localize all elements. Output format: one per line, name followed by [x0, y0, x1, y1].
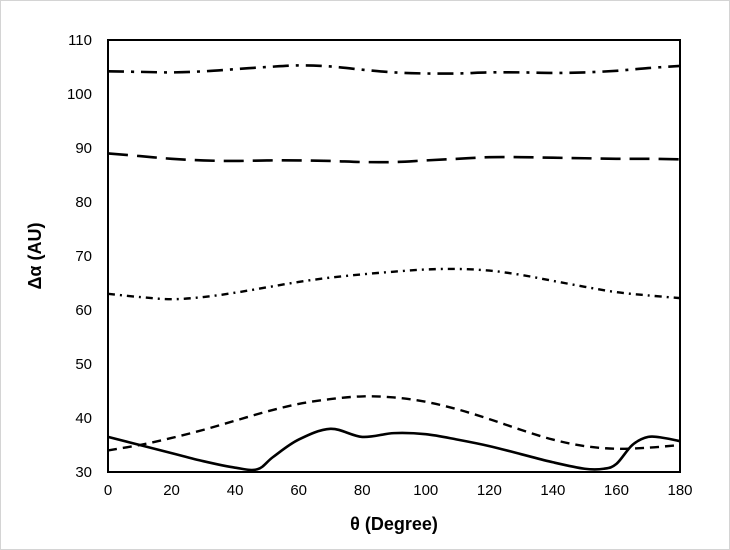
- y-tick-label: 70: [75, 248, 92, 265]
- plot-area: [107, 39, 681, 473]
- series-line-1-solid: [107, 427, 681, 472]
- x-tick-label: 80: [354, 482, 371, 499]
- y-tick-label: 110: [68, 32, 92, 49]
- x-tick-label: 40: [227, 482, 244, 499]
- y-tick-label: 90: [75, 140, 92, 157]
- y-tick-label: 100: [67, 86, 92, 103]
- y-tick-label: 40: [75, 410, 92, 427]
- series-line-3-dash-dot: [107, 267, 681, 301]
- x-axis-ticks: 0 20 40 60 80 100 120 140 160 180: [104, 482, 693, 499]
- x-tick-label: 100: [413, 482, 438, 499]
- x-tick-label: 60: [290, 482, 307, 499]
- x-axis-title: θ (Degree): [350, 514, 438, 534]
- x-tick-label: 0: [104, 482, 112, 499]
- y-tick-label: 50: [75, 356, 92, 373]
- y-tick-label: 80: [75, 194, 92, 211]
- series-line-5-long-dash-dot: [107, 64, 681, 75]
- x-tick-label: 120: [477, 482, 502, 499]
- y-tick-label: 60: [75, 302, 92, 319]
- y-tick-label: 30: [75, 464, 92, 481]
- x-tick-label: 20: [163, 482, 180, 499]
- series-line-2-dash: [107, 395, 681, 452]
- x-tick-label: 180: [667, 482, 692, 499]
- x-tick-label: 140: [540, 482, 565, 499]
- series-line-4-long-dash: [107, 152, 681, 164]
- series-layer: [107, 64, 681, 472]
- y-axis-title: Δα (AU): [25, 223, 45, 290]
- y-axis-ticks: 30 40 50 60 70 80 90 100 110: [67, 32, 92, 481]
- x-tick-label: 160: [604, 482, 629, 499]
